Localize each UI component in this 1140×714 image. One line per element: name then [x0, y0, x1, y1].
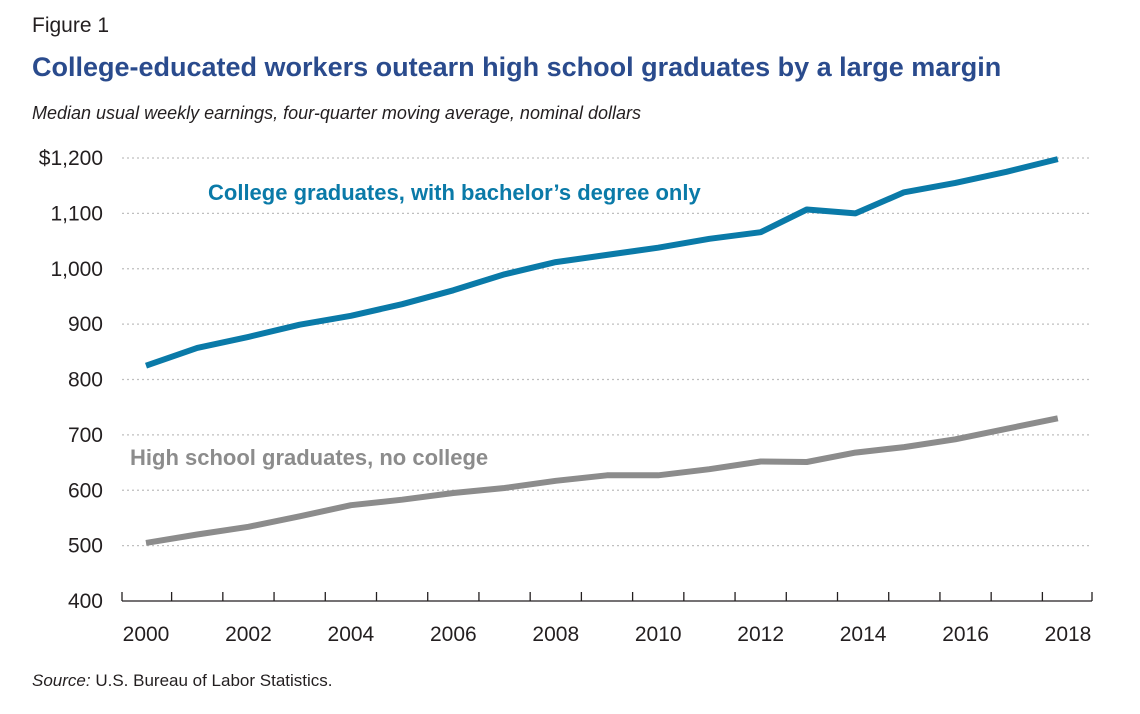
x-tick-label: 2010: [635, 623, 682, 646]
y-tick-label: 700: [68, 424, 103, 447]
y-tick-label: 1,000: [50, 258, 103, 281]
source-label: Source:: [32, 671, 91, 690]
x-tick-label: 2004: [328, 623, 375, 646]
x-tick-label: 2016: [942, 623, 989, 646]
series-lines: [145, 156, 1059, 546]
x-tick-label: 2008: [532, 623, 579, 646]
college-graduates-label: College graduates, with bachelor’s degre…: [208, 180, 701, 205]
y-tick-label: 400: [68, 590, 103, 613]
x-axis-tick-labels: 2000 2002 2004 2006 2008 2010 2012 2014 2016 2018: [123, 623, 1092, 646]
figure-label: Figure 1: [32, 14, 110, 37]
series-labels: College graduates, with bachelor’s degre…: [130, 180, 701, 470]
x-tick-label: 2006: [430, 623, 477, 646]
y-tick-label: 600: [68, 479, 103, 502]
grid-lines: [122, 157, 1092, 547]
source-text: U.S. Bureau of Labor Statistics.: [95, 671, 333, 690]
college-graduates-line: [145, 156, 1059, 369]
x-tick-label: 2018: [1045, 623, 1092, 646]
y-tick-label: 800: [68, 369, 103, 392]
high-school-graduates-line: [145, 415, 1059, 546]
y-axis-tick-labels: 400 500 600 700 800 900 1,000 1,100 $1,200: [39, 147, 103, 613]
y-tick-label: 500: [68, 535, 103, 558]
x-tick-label: 2014: [840, 623, 887, 646]
y-tick-label: 1,100: [50, 202, 103, 225]
x-tick-label: 2000: [123, 623, 170, 646]
x-tick-label: 2012: [737, 623, 784, 646]
y-tick-label: 900: [68, 313, 103, 336]
y-tick-label: $1,200: [39, 147, 103, 170]
chart-subtitle: Median usual weekly earnings, four-quart…: [32, 103, 641, 123]
x-tick-label: 2002: [225, 623, 272, 646]
chart-title: College-educated workers outearn high sc…: [32, 52, 1002, 82]
x-axis: [121, 592, 1093, 602]
high-school-graduates-label: High school graduates, no college: [130, 445, 488, 470]
source-note: Source: U.S. Bureau of Labor Statistics.: [32, 671, 333, 691]
